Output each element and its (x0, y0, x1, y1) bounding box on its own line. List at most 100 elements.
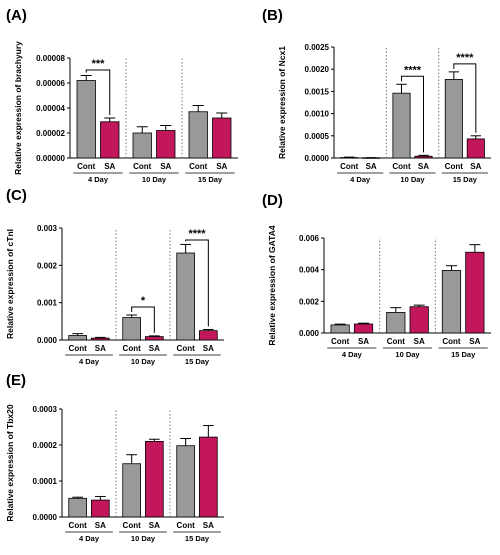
panel-2: (C) 0.000 0.001 0.002 0.003 Relative expressi… (5, 187, 224, 366)
y-axis-label: Relative expression of cTnI (5, 229, 15, 339)
group-label: 10 Day (131, 357, 156, 366)
significance-bracket (453, 63, 477, 133)
bar-cont (188, 111, 208, 159)
significance-marker: * (141, 295, 146, 307)
y-tick-label: 0.00004 (36, 104, 65, 113)
bar-label: SA (149, 521, 160, 530)
bar-cont (340, 157, 359, 159)
bar-sa (212, 117, 232, 159)
panel-0: (A) 0.00000 0.00002 0.00004 0.00006 0.00008 Re… (6, 7, 238, 184)
bar-sa (91, 499, 110, 518)
y-tick-label: 0.0015 (305, 87, 330, 96)
panel-label: (B) (262, 7, 283, 24)
bar-sa (199, 330, 218, 341)
y-tick-label: 0.0000 (33, 513, 58, 522)
group-label: 4 Day (79, 534, 100, 543)
bar-sa (414, 155, 433, 159)
bar-cont (68, 335, 87, 341)
y-axis-label: Relative expression of brachyury (13, 41, 23, 175)
bar-label: SA (216, 162, 227, 171)
bar-cont (76, 80, 96, 159)
bar-cont (132, 132, 152, 159)
group-label: 10 Day (400, 175, 425, 184)
bar-label: SA (203, 344, 214, 353)
y-tick-label: 0.0003 (33, 405, 58, 414)
group-label: 4 Day (342, 350, 363, 359)
y-tick-label: 0.002 (299, 297, 320, 306)
y-axis-label: Relative expression of Ncx1 (277, 46, 287, 159)
panel-1: (B) 0.0000 0.0005 0.0010 0.0015 0.0020 0.0025 R… (262, 7, 491, 184)
y-tick-label: 0.003 (37, 224, 58, 233)
y-tick-label: 0.000 (37, 336, 58, 345)
bar-cont (122, 317, 141, 341)
bar-label: Cont (177, 521, 196, 530)
bar-label: Cont (123, 521, 142, 530)
significance-bracket (85, 69, 111, 115)
bar-sa (353, 323, 374, 334)
bar-cont (176, 252, 195, 341)
bar-label: SA (358, 337, 369, 346)
y-tick-label: 0.00008 (36, 54, 65, 63)
significance-marker: *** (92, 58, 106, 70)
group-label: 4 Day (88, 175, 109, 184)
bar-sa (466, 138, 485, 159)
y-tick-label: 0.002 (37, 261, 58, 270)
bar-cont (444, 79, 463, 159)
y-tick-label: 0.0025 (305, 43, 330, 52)
bar-sa (100, 121, 120, 159)
bar-sa (199, 436, 218, 518)
group-label: 4 Day (350, 175, 371, 184)
y-axis-label: Relative expression of GATA4 (267, 225, 277, 345)
bar-cont (386, 312, 406, 334)
y-tick-label: 0.001 (37, 299, 58, 308)
significance-bracket (131, 306, 155, 333)
bar-label: Cont (123, 344, 142, 353)
bar-sa (145, 440, 164, 518)
bar-label: Cont (69, 344, 88, 353)
bar-label: Cont (392, 162, 411, 171)
significance-marker: **** (404, 64, 422, 76)
bar-label: SA (469, 337, 480, 346)
bar-sa (145, 336, 164, 341)
y-tick-label: 0.000 (299, 329, 320, 338)
group-label: 10 Day (395, 350, 420, 359)
y-tick-label: 0.00002 (36, 129, 65, 138)
bar-label: SA (95, 344, 106, 353)
bar-label: SA (418, 162, 429, 171)
bar-label: Cont (445, 162, 464, 171)
bar-cont (392, 92, 411, 159)
bar-sa (91, 337, 110, 341)
bar-cont (330, 324, 350, 334)
bar-label: SA (149, 344, 160, 353)
bar-cont (441, 270, 462, 334)
bar-label: SA (366, 162, 377, 171)
panel-label: (C) (6, 187, 27, 204)
y-tick-label: 0.0002 (33, 441, 58, 450)
y-axis-label: Relative expression of Tbx20 (5, 404, 15, 521)
group-label: 15 Day (198, 175, 223, 184)
y-tick-label: 0.0020 (305, 65, 330, 74)
bar-cont (176, 445, 195, 518)
bar-label: SA (470, 162, 481, 171)
bar-sa (465, 251, 485, 334)
significance-marker: **** (188, 228, 206, 240)
y-tick-label: 0.0005 (305, 132, 330, 141)
bar-label: Cont (387, 337, 406, 346)
panel-label: (A) (6, 7, 27, 24)
bar-label: Cont (69, 521, 88, 530)
group-label: 15 Day (451, 350, 476, 359)
bar-label: SA (104, 162, 115, 171)
bar-label: Cont (77, 162, 96, 171)
group-label: 15 Day (185, 357, 210, 366)
group-label: 10 Day (131, 534, 156, 543)
panel-3: (D) 0.000 0.002 0.004 0.006 Relative expressi… (262, 192, 491, 359)
panel-label: (E) (6, 372, 26, 389)
significance-bracket (401, 75, 424, 153)
group-label: 15 Day (453, 175, 478, 184)
bar-label: Cont (331, 337, 350, 346)
bar-sa (156, 130, 176, 159)
group-label: 4 Day (79, 357, 100, 366)
bar-label: Cont (133, 162, 152, 171)
y-tick-label: 0.006 (299, 234, 320, 243)
bar-label: Cont (442, 337, 461, 346)
